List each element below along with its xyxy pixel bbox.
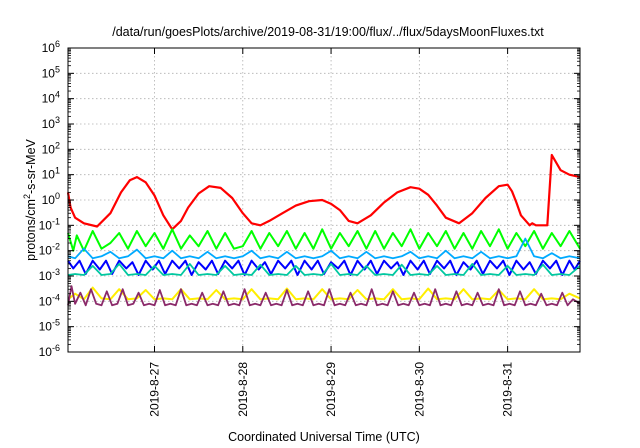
x-tick-label: 2019-8-27 <box>148 362 162 417</box>
y-tick-exponent: -4 <box>52 292 60 302</box>
y-tick-exponent: 1 <box>55 166 60 176</box>
y-tick-exponent: 3 <box>55 115 60 125</box>
y-tick-label: 10-4 <box>39 292 60 308</box>
series-line-6 <box>67 286 581 301</box>
y-tick-base: 10 <box>39 244 53 258</box>
y-tick-label: 10-3 <box>39 267 60 283</box>
chart-title: /data/run/goesPlots/archive/2019-08-31/1… <box>112 25 544 39</box>
y-axis-label-base: protons/cm <box>24 199 38 261</box>
y-tick-exponent: 6 <box>55 39 60 49</box>
x-axis-label: Coordinated Universal Time (UTC) <box>228 430 420 444</box>
y-tick-base: 10 <box>39 320 53 334</box>
y-tick-base: 10 <box>42 92 56 106</box>
y-axis-label: protons/cm2-s-sr-MeV <box>22 138 38 260</box>
y-tick-label: 10-1 <box>39 216 60 232</box>
y-tick-base: 10 <box>42 193 56 207</box>
y-tick-base: 10 <box>39 218 53 232</box>
series-line-2 <box>67 228 581 252</box>
y-tick-exponent: -1 <box>52 216 60 226</box>
x-tick-label: 2019-8-30 <box>412 362 426 417</box>
y-tick-base: 10 <box>42 66 56 80</box>
y-tick-base: 10 <box>39 294 53 308</box>
y-tick-base: 10 <box>42 142 56 156</box>
y-tick-label: 10-5 <box>39 318 60 334</box>
y-tick-label: 103 <box>42 115 60 131</box>
y-tick-label: 100 <box>42 191 60 207</box>
y-tick-exponent: 4 <box>55 90 60 100</box>
y-axis-label-rest: -s-sr-MeV <box>24 138 38 194</box>
y-tick-label: 101 <box>42 166 60 182</box>
y-tick-exponent: -3 <box>52 267 60 277</box>
y-tick-label: 105 <box>42 64 60 80</box>
series-line-5 <box>67 262 581 276</box>
y-tick-exponent: -2 <box>52 242 60 252</box>
y-tick-label: 104 <box>42 90 60 106</box>
series-line-1 <box>66 153 581 231</box>
y-tick-exponent: 5 <box>55 64 60 74</box>
x-tick-label: 2019-8-31 <box>501 362 515 417</box>
y-tick-exponent: -6 <box>52 343 60 353</box>
x-tick-label: 2019-8-28 <box>236 362 250 417</box>
y-tick-label: 10-2 <box>39 242 60 258</box>
y-axis-label-sup: 2 <box>22 194 32 199</box>
y-tick-label: 102 <box>42 140 60 156</box>
svg-text:protons/cm2-s-sr-MeV: protons/cm2-s-sr-MeV <box>22 138 38 260</box>
x-tick-label: 2019-8-29 <box>324 362 338 417</box>
y-tick-base: 10 <box>42 168 56 182</box>
grid <box>68 48 580 352</box>
series-group <box>66 153 581 307</box>
y-tick-exponent: 2 <box>55 140 60 150</box>
series-line-7 <box>67 285 581 307</box>
axis-ticks: 10-610-510-410-310-210-11001011021031041… <box>39 39 580 417</box>
y-tick-label: 106 <box>42 39 60 55</box>
y-tick-base: 10 <box>39 269 53 283</box>
y-tick-base: 10 <box>39 345 53 359</box>
y-tick-base: 10 <box>42 117 56 131</box>
y-tick-base: 10 <box>42 41 56 55</box>
y-tick-exponent: -5 <box>52 318 60 328</box>
series-line-3 <box>67 237 581 260</box>
y-tick-exponent: 0 <box>55 191 60 201</box>
y-tick-label: 10-6 <box>39 343 60 359</box>
